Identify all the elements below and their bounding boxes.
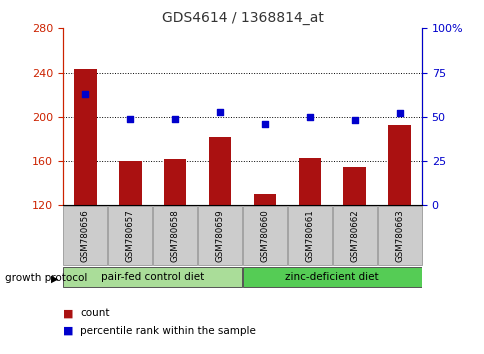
FancyBboxPatch shape xyxy=(242,206,287,265)
Title: GDS4614 / 1368814_at: GDS4614 / 1368814_at xyxy=(161,11,323,24)
Text: ■: ■ xyxy=(63,326,74,336)
FancyBboxPatch shape xyxy=(332,206,376,265)
Point xyxy=(126,116,134,121)
Point xyxy=(171,116,179,121)
Text: pair-fed control diet: pair-fed control diet xyxy=(101,272,204,282)
Bar xyxy=(343,167,365,205)
FancyBboxPatch shape xyxy=(287,206,331,265)
Point xyxy=(305,114,313,120)
FancyBboxPatch shape xyxy=(63,206,107,265)
Bar xyxy=(164,159,186,205)
Text: GSM780657: GSM780657 xyxy=(125,209,135,262)
FancyBboxPatch shape xyxy=(377,206,421,265)
Text: GSM780656: GSM780656 xyxy=(81,209,90,262)
Point xyxy=(216,109,224,114)
Text: percentile rank within the sample: percentile rank within the sample xyxy=(80,326,256,336)
Point xyxy=(395,110,403,116)
Bar xyxy=(209,137,231,205)
Text: GSM780661: GSM780661 xyxy=(304,209,314,262)
Bar xyxy=(388,125,410,205)
FancyBboxPatch shape xyxy=(153,206,197,265)
Text: growth protocol: growth protocol xyxy=(5,273,87,283)
Text: GSM780663: GSM780663 xyxy=(394,209,403,262)
Text: GSM780658: GSM780658 xyxy=(170,209,180,262)
Text: GSM780659: GSM780659 xyxy=(215,209,224,262)
Bar xyxy=(253,194,275,205)
Text: ■: ■ xyxy=(63,308,74,318)
FancyBboxPatch shape xyxy=(63,267,242,287)
Text: count: count xyxy=(80,308,109,318)
Point xyxy=(81,91,89,97)
Bar xyxy=(119,161,141,205)
Bar xyxy=(298,158,320,205)
Point xyxy=(350,118,358,123)
Text: zinc-deficient diet: zinc-deficient diet xyxy=(285,272,378,282)
Bar xyxy=(74,69,96,205)
FancyBboxPatch shape xyxy=(108,206,152,265)
Point xyxy=(260,121,268,127)
Text: ▶: ▶ xyxy=(51,274,58,284)
Text: GSM780662: GSM780662 xyxy=(349,209,359,262)
Text: GSM780660: GSM780660 xyxy=(260,209,269,262)
FancyBboxPatch shape xyxy=(242,267,421,287)
FancyBboxPatch shape xyxy=(197,206,242,265)
